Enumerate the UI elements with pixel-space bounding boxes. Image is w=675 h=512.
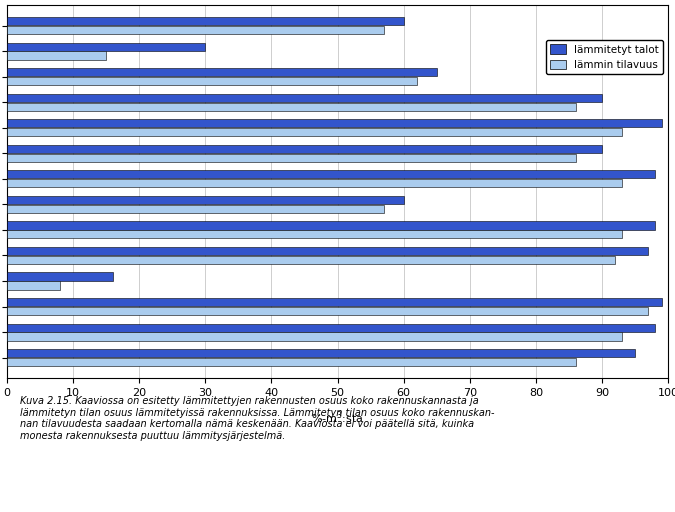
Bar bbox=[7, 26, 384, 34]
Text: Lämmitetyt talot ja lämmin tilavuus suhteessa
koko kannan tilavuuteen: Lämmitetyt talot ja lämmin tilavuus suht… bbox=[0, 0, 333, 1]
Bar bbox=[7, 298, 662, 306]
Bar bbox=[7, 154, 576, 162]
Bar bbox=[7, 349, 635, 357]
Bar bbox=[7, 358, 576, 366]
Bar bbox=[7, 256, 616, 264]
Bar bbox=[7, 145, 602, 153]
Bar bbox=[7, 230, 622, 239]
Bar bbox=[7, 170, 655, 179]
Bar bbox=[7, 119, 662, 127]
Bar bbox=[7, 68, 437, 76]
Legend: lämmitetyt talot, lämmin tilavuus: lämmitetyt talot, lämmin tilavuus bbox=[546, 40, 663, 74]
Bar bbox=[7, 102, 576, 111]
Bar bbox=[7, 282, 59, 290]
Bar bbox=[7, 307, 649, 315]
Bar bbox=[7, 221, 655, 229]
Bar bbox=[7, 52, 106, 60]
Bar bbox=[7, 179, 622, 187]
Bar bbox=[7, 128, 622, 136]
Bar bbox=[7, 77, 417, 85]
Bar bbox=[7, 272, 113, 281]
Bar bbox=[7, 42, 205, 51]
Text: Kuva 2.15. Kaaviossa on esitetty lämmitettyjen rakennusten osuus koko rakennuska: Kuva 2.15. Kaaviossa on esitetty lämmite… bbox=[20, 396, 495, 441]
Bar bbox=[7, 196, 404, 204]
Bar bbox=[7, 205, 384, 213]
Bar bbox=[7, 94, 602, 102]
Bar bbox=[7, 17, 404, 25]
Text: %-m$^3$:sta: %-m$^3$:sta bbox=[311, 410, 364, 426]
Bar bbox=[7, 324, 655, 332]
Bar bbox=[7, 332, 622, 340]
Bar bbox=[7, 247, 649, 255]
